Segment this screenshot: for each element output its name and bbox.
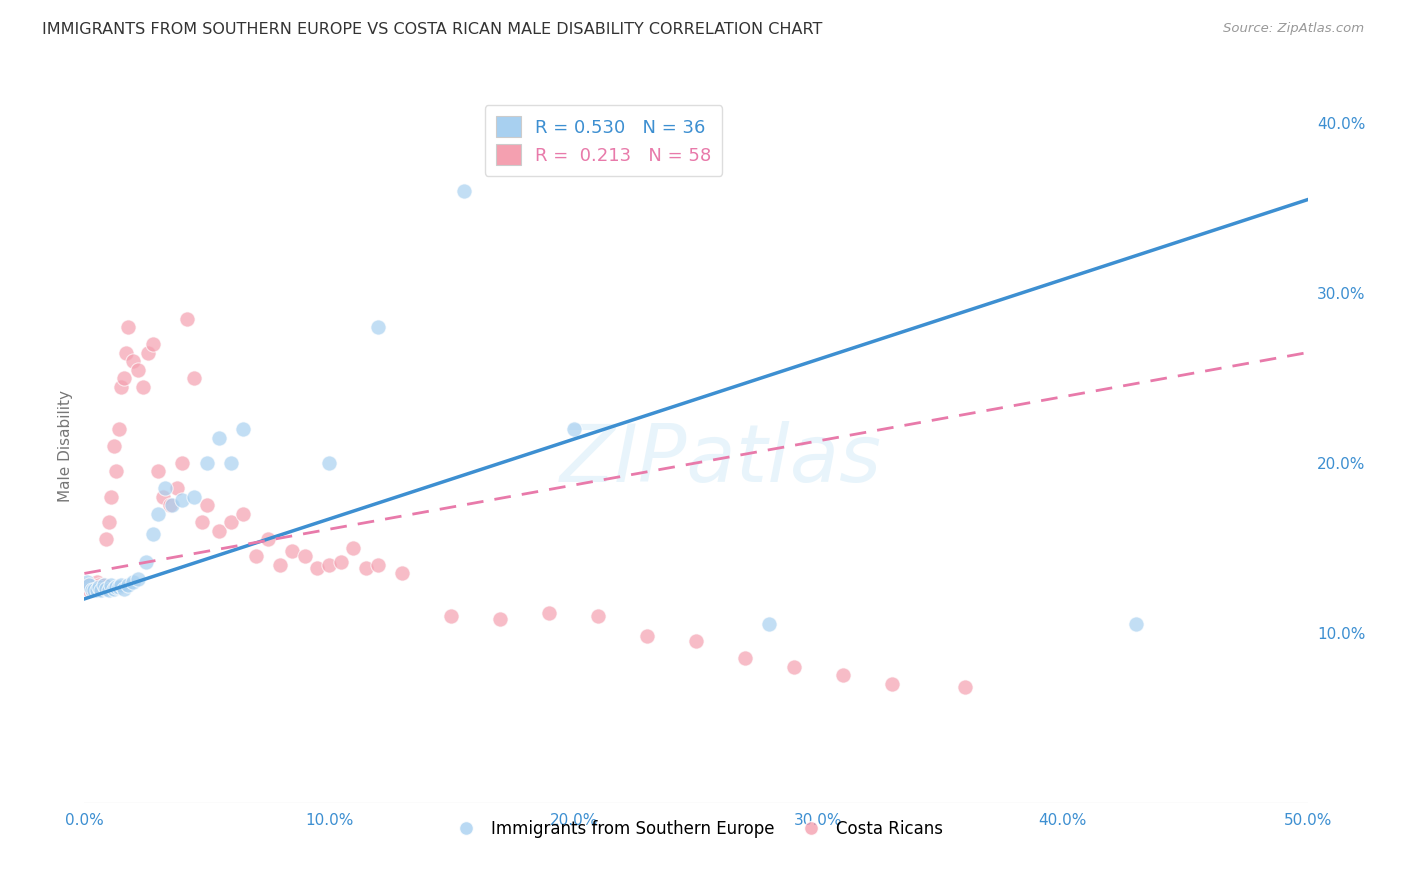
Point [83,580,105,594]
Point [142,337,165,351]
Point [153,482,176,496]
Point [880,677,903,691]
Point [294,549,316,564]
Point [80,583,103,598]
Point [87,578,110,592]
Point [367,320,389,334]
Point [115,345,138,359]
Point [142,527,165,541]
Point [146,507,169,521]
Point [83,583,105,598]
Point [489,612,512,626]
Point [191,516,214,530]
Point [127,362,149,376]
Point [103,439,125,453]
Point [176,311,198,326]
Point [135,555,157,569]
Point [96,582,118,596]
Point [453,184,475,198]
Point [112,371,135,385]
Point [87,580,110,594]
Point [783,660,806,674]
Point [1125,617,1147,632]
Point [103,582,125,596]
Point [391,566,413,581]
Point [636,629,658,643]
Point [758,617,780,632]
Text: Source: ZipAtlas.com: Source: ZipAtlas.com [1223,22,1364,36]
Point [281,544,304,558]
Point [162,499,184,513]
Point [685,634,707,648]
Point [166,482,188,496]
Point [538,606,561,620]
Point [219,516,242,530]
Point [132,379,155,393]
Point [245,549,267,564]
Point [127,572,149,586]
Point [269,558,291,572]
Point [105,580,128,594]
Point [110,379,132,393]
Point [122,354,145,368]
Point [159,499,181,513]
Point [93,578,115,592]
Point [93,578,115,592]
Point [562,422,585,436]
Point [105,465,128,479]
Legend: Immigrants from Southern Europe, Costa Ricans: Immigrants from Southern Europe, Costa R… [443,814,949,845]
Text: ZIPatlas: ZIPatlas [560,421,882,500]
Point [195,456,218,470]
Point [112,582,135,596]
Point [107,580,129,594]
Point [172,456,194,470]
Point [367,558,389,572]
Point [77,583,100,598]
Point [305,561,328,575]
Point [136,345,159,359]
Point [80,583,103,598]
Point [97,583,120,598]
Point [183,490,205,504]
Point [100,490,122,504]
Point [183,371,205,385]
Point [117,578,139,592]
Point [122,574,145,589]
Point [117,320,139,334]
Point [208,524,231,538]
Point [734,651,756,665]
Point [100,578,122,592]
Point [172,493,194,508]
Point [831,668,853,682]
Point [97,516,120,530]
Point [219,456,242,470]
Point [318,456,340,470]
Point [110,578,132,592]
Point [586,608,609,623]
Point [232,422,254,436]
Point [342,541,364,555]
Point [440,608,463,623]
Point [96,533,118,547]
Text: IMMIGRANTS FROM SOUTHERN EUROPE VS COSTA RICAN MALE DISABILITY CORRELATION CHART: IMMIGRANTS FROM SOUTHERN EUROPE VS COSTA… [42,22,823,37]
Point [354,561,377,575]
Point [86,574,108,589]
Y-axis label: Male Disability: Male Disability [58,390,73,502]
Point [90,582,112,596]
Point [257,533,280,547]
Point [318,558,340,572]
Point [90,583,112,598]
Point [195,499,218,513]
Point [152,490,174,504]
Point [146,465,169,479]
Point [232,507,254,521]
Point [76,574,98,589]
Point [107,422,129,436]
Point [76,578,98,592]
Point [77,578,100,592]
Point [208,430,231,444]
Point [86,583,108,598]
Point [953,680,976,694]
Point [330,555,353,569]
